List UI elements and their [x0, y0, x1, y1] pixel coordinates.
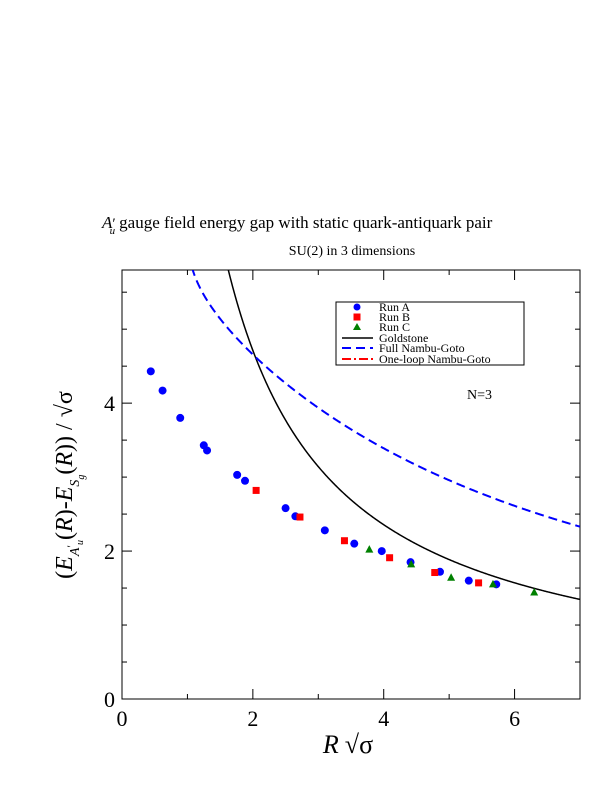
point-run-b — [252, 486, 260, 494]
chart-subtitle: SU(2) in 3 dimensions — [289, 244, 415, 259]
point-run-a — [350, 539, 359, 548]
point-run-a — [158, 386, 167, 395]
x-tick-label: 2 — [247, 706, 258, 731]
y-axis-label: (EA′u(R)-ESg(R)) / √σ — [52, 391, 87, 579]
point-run-b — [386, 554, 394, 562]
point-run-b — [475, 579, 483, 587]
curves — [191, 270, 580, 601]
legend-label-run-a: Run A — [379, 300, 410, 314]
legend-label-run-b: Run B — [379, 310, 410, 324]
legend-marker-run-b — [353, 313, 361, 321]
annotation-n: N=3 — [467, 388, 492, 403]
point-run-a — [377, 547, 386, 556]
point-run-c — [365, 545, 374, 553]
point-run-a — [320, 526, 329, 535]
x-tick-label: 6 — [509, 706, 520, 731]
point-run-a — [146, 367, 155, 376]
curve-full-nambu-goto — [191, 270, 580, 528]
y-tick-label: 0 — [104, 687, 115, 712]
legend-label-full-ng: Full Nambu-Goto — [379, 341, 465, 355]
legend-marker-run-c — [353, 323, 361, 330]
point-run-a — [233, 470, 242, 479]
point-run-c — [407, 559, 416, 568]
y-tick-label: 2 — [104, 539, 115, 564]
title-symbol-sub: u — [110, 225, 116, 237]
title-symbol-prime: ′ — [112, 216, 115, 232]
legend-label-goldstone: Goldstone — [379, 331, 428, 345]
x-tick-label: 0 — [117, 706, 128, 731]
x-tick-labels: 0 2 4 6 — [117, 706, 521, 731]
legend: Run A Run B Run C Goldstone Full Nambu-G… — [335, 300, 525, 366]
point-run-a — [203, 446, 212, 455]
point-run-a — [176, 413, 185, 422]
point-run-c — [488, 579, 497, 588]
point-run-c — [447, 573, 456, 581]
x-tick-label: 4 — [378, 706, 389, 731]
legend-label-oneloop-ng: One-loop Nambu-Goto — [379, 352, 491, 366]
point-run-a — [464, 576, 473, 585]
plot-frame — [121, 269, 581, 700]
point-run-b — [340, 537, 348, 545]
legend-box — [335, 301, 525, 366]
title-text: gauge field energy gap with static quark… — [119, 213, 492, 232]
point-run-c — [530, 587, 539, 596]
point-run-a — [241, 476, 250, 485]
data-points — [146, 367, 539, 596]
x-axis-label: R √σ — [322, 730, 373, 759]
y-tick-labels: 0 2 4 — [104, 391, 115, 712]
point-run-b — [431, 569, 439, 577]
y-tick-label: 4 — [104, 391, 115, 416]
legend-label-run-c: Run C — [379, 320, 410, 334]
svg-text:(EA′u(R)-ESg(R)) / √σ: (EA′u(R)-ESg(R)) / √σ — [52, 391, 87, 579]
axis-ticks — [121, 270, 581, 700]
title-symbol: A — [101, 213, 113, 232]
curve-goldstone — [227, 270, 580, 601]
chart-title: A′u gauge field energy gap with static qu… — [101, 213, 493, 237]
point-run-b — [296, 513, 304, 521]
legend-marker-run-a — [353, 303, 361, 311]
point-run-a — [281, 504, 290, 513]
